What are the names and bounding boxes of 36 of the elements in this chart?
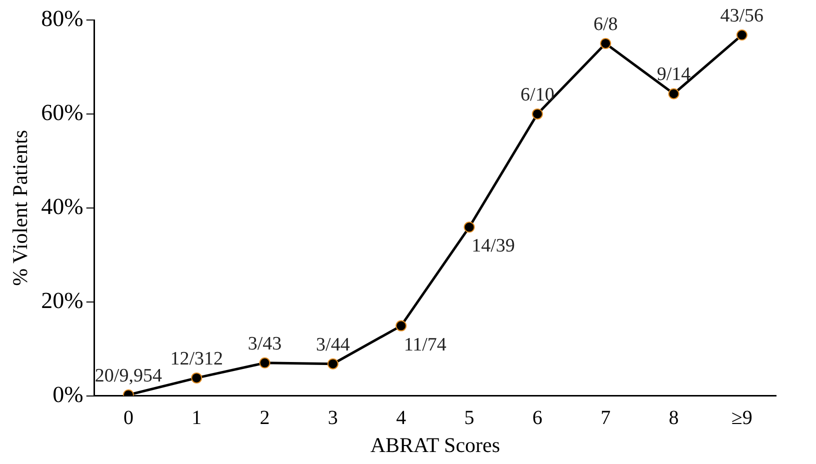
- point: [191, 372, 202, 384]
- annotation: 43/56: [720, 6, 764, 27]
- point: [327, 358, 338, 370]
- annotation: 6/8: [593, 14, 618, 35]
- y-tick-label: 60%: [41, 100, 84, 125]
- x-tick-label: 0: [123, 407, 134, 430]
- x-tick-label: 2: [260, 407, 270, 430]
- x-tick-label: 4: [396, 407, 406, 430]
- annotation: 6/10: [520, 84, 554, 106]
- point: [736, 30, 748, 41]
- y-tick-label: 0%: [52, 382, 84, 407]
- point: [668, 88, 680, 100]
- annotation: 3/43: [248, 333, 282, 354]
- annotation: 11/74: [404, 334, 447, 356]
- x-tick-label: 6: [532, 407, 542, 430]
- x-tick-label: 1: [192, 407, 202, 430]
- x-tick-label: ≥9: [731, 407, 752, 430]
- point: [396, 320, 407, 332]
- annotation: 3/44: [316, 334, 350, 356]
- y-tick-label: 20%: [41, 288, 84, 313]
- annotation: 14/39: [472, 236, 515, 257]
- point: [259, 357, 270, 368]
- y-tick-label: 40%: [41, 194, 84, 219]
- x-tick-label: 7: [600, 407, 611, 430]
- x-tick-label: 8: [668, 407, 679, 430]
- x-axis-title: ABRAT Scores: [370, 432, 500, 457]
- point: [532, 108, 543, 120]
- y-axis-title: % Violent Patients: [8, 130, 32, 286]
- point: [600, 38, 612, 49]
- y-tick-label: 80%: [41, 6, 84, 32]
- x-tick-label: 3: [328, 407, 338, 430]
- annotation: 20/9,954: [94, 365, 162, 386]
- point: [464, 222, 475, 233]
- x-tick-label: 5: [464, 407, 474, 430]
- annotation: 12/312: [170, 348, 223, 370]
- annotation: 9/14: [656, 64, 692, 86]
